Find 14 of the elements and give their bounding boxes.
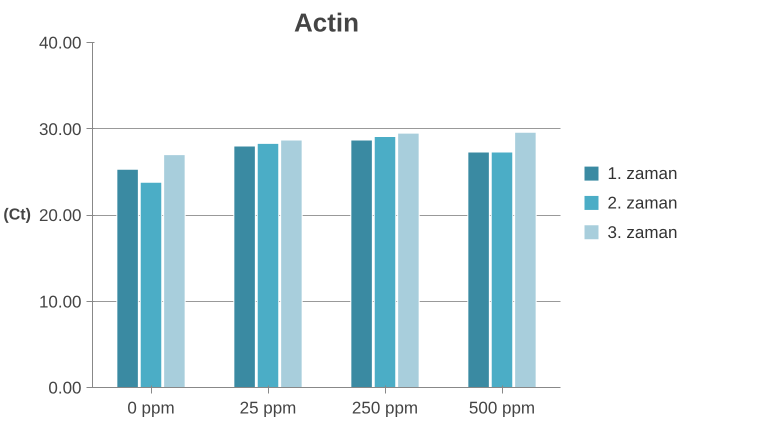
legend-label: 2. zaman <box>608 193 678 212</box>
x-tick-label: 250 ppm <box>352 398 418 418</box>
legend-label: 3. zaman <box>608 222 678 242</box>
y-tick-label: 30.00 <box>38 120 82 139</box>
y-tick-label: 10.00 <box>38 292 82 312</box>
y-tick-label: 0.00 <box>48 378 82 398</box>
chart-title: Actin <box>294 8 359 38</box>
x-tick-label: 25 ppm <box>240 398 296 418</box>
y-axis-title: (Ct) <box>3 206 31 224</box>
y-tick-label: 40.00 <box>38 34 82 52</box>
x-tick-label: 500 ppm <box>468 398 536 418</box>
x-tick-label: 0 ppm <box>127 398 175 418</box>
legend-label: 1. zaman <box>608 164 678 184</box>
y-tick-label: 20.00 <box>38 206 82 225</box>
